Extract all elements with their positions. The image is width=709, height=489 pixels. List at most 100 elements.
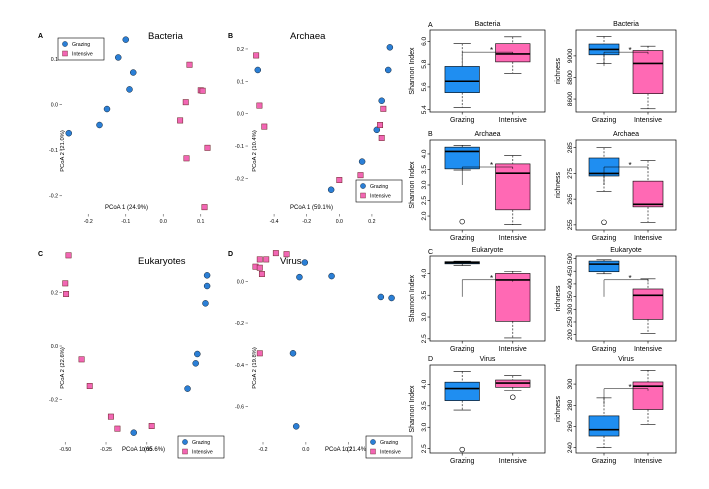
grazing-point <box>296 273 303 281</box>
y-tick-label: 3.5 <box>421 165 428 174</box>
plot-title: Eukaryote <box>472 247 504 254</box>
plot-title: Virus <box>280 256 302 267</box>
y-axis-label: Shannon Index <box>409 385 416 433</box>
grazing-point <box>126 86 133 93</box>
plot-title: Eukaryotes <box>138 256 186 267</box>
intensive-point <box>336 177 343 183</box>
x-tick-label: 0.0 <box>302 447 309 453</box>
intensive-box <box>632 50 664 94</box>
x-tick-label: 0.2 <box>345 447 352 453</box>
plot-frame <box>575 139 677 231</box>
y-tick-label: 300 <box>567 303 574 314</box>
box-archaea-shannon: B Archaea 2.0 2.5 3.0 3.5 4.0 Shannon Index Graz… <box>409 131 546 242</box>
grazing-box <box>588 260 620 273</box>
x-tick-label: -0.2 <box>259 447 268 453</box>
box-archaea-richness: Archaea 255 265 275 285 richness Grazing Intens… <box>555 131 677 242</box>
x-tick-label: -0.2 <box>302 219 311 225</box>
x-tick-label: -0.25 <box>100 447 112 453</box>
legend-intensive-marker <box>62 50 68 57</box>
intensive-point <box>63 291 70 297</box>
grazing-point <box>358 158 366 165</box>
intensive-point <box>256 102 263 109</box>
y-tick-label: 250 <box>567 316 574 327</box>
grazing-point <box>96 121 103 129</box>
legend-grazing-marker <box>370 439 376 445</box>
intensive-point <box>86 383 93 389</box>
intensive-box <box>632 288 664 320</box>
plot-frame <box>429 29 546 113</box>
x-tick-label: Grazing <box>450 235 475 242</box>
intensive-outlier <box>510 394 516 400</box>
box-eukaryote-shannon: C Eukaryote 2.5 3.0 3.5 4.0 Shannon Index Grazi… <box>409 247 546 353</box>
intensive-point <box>256 256 263 263</box>
intensive-point <box>186 61 193 68</box>
plot-frame <box>575 364 677 454</box>
grazing-point <box>130 69 137 76</box>
grazing-point <box>254 66 262 74</box>
plot-frame <box>429 364 546 454</box>
grazing-point <box>184 385 191 392</box>
legend-grazing-marker <box>360 183 366 189</box>
y-tick-label: 0.0 <box>237 112 244 118</box>
intensive-point <box>357 172 364 179</box>
grazing-point <box>65 129 72 137</box>
y-tick-label: -0.2 <box>235 176 244 182</box>
y-tick-label: 3.0 <box>421 312 428 321</box>
legend-grazing-label: Grazing <box>72 42 90 48</box>
legend-grazing-marker <box>62 41 68 47</box>
y-tick-label: -0.4 <box>235 363 244 369</box>
x-tick-label: 0.00 <box>142 447 152 453</box>
grazing-box <box>588 415 620 437</box>
y-tick-label: 3.5 <box>421 401 428 410</box>
y-tick-label: 5.8 <box>421 59 428 68</box>
y-tick-label: 0.0 <box>51 344 58 350</box>
y-axis-label: Shannon Index <box>409 274 416 322</box>
grazing-point <box>327 186 335 193</box>
panel-letter: B <box>428 131 433 138</box>
y-tick-label: 4.0 <box>421 149 428 158</box>
intensive-point <box>258 271 265 277</box>
grazing-box <box>444 381 480 401</box>
box-virus-shannon: D Virus 2.5 3.0 3.5 4.0 Shannon Index Grazing In… <box>409 356 546 465</box>
intensive-point <box>256 350 263 357</box>
legend-intensive-label: Intensive <box>192 450 213 456</box>
grazing-point <box>203 282 211 290</box>
y-tick-label: 2.5 <box>421 334 428 343</box>
y-tick-label: 450 <box>567 265 574 276</box>
x-axis-label: PCoA 1 (21.4%) <box>325 447 368 453</box>
y-tick-label: 240 <box>567 442 574 453</box>
significance-marker: * <box>490 46 493 55</box>
y-axis-label: richness <box>555 395 562 422</box>
significance-marker: * <box>490 161 493 170</box>
y-tick-label: -0.2 <box>49 397 58 403</box>
significance-marker: * <box>628 274 631 283</box>
legend-intensive-label: Intensive <box>370 194 391 200</box>
intensive-point <box>148 423 155 429</box>
x-tick-label: Intensive <box>634 346 662 353</box>
plot-title: Archaea <box>613 131 639 138</box>
y-tick-label: 4.0 <box>421 269 428 278</box>
y-tick-label: 350 <box>567 291 574 302</box>
x-tick-label: Grazing <box>592 235 617 242</box>
pcoa-eukaryotes: CEukaryotes-0.50-0.250.000.250.20.0-0.2P… <box>38 251 225 459</box>
panel-letter: C <box>428 249 433 256</box>
grazing-point <box>373 126 381 134</box>
panel-letter: A <box>38 33 43 40</box>
grazing-point <box>203 272 211 279</box>
intensive-box <box>632 180 664 208</box>
y-axis-label: richness <box>555 57 562 84</box>
y-tick-label: 0.2 <box>51 291 58 297</box>
grazing-point <box>384 66 392 74</box>
grazing-point <box>377 293 385 301</box>
y-tick-label: 255 <box>567 219 574 230</box>
grazing-box <box>444 146 480 170</box>
intensive-point <box>378 134 385 141</box>
y-tick-label: -0.2 <box>49 194 58 200</box>
y-tick-label: 4.0 <box>421 379 428 388</box>
significance-marker: * <box>628 383 631 392</box>
intensive-point <box>114 425 121 432</box>
grazing-point <box>388 294 395 302</box>
panel-letter: D <box>428 356 433 363</box>
significance-bracket <box>603 166 649 185</box>
